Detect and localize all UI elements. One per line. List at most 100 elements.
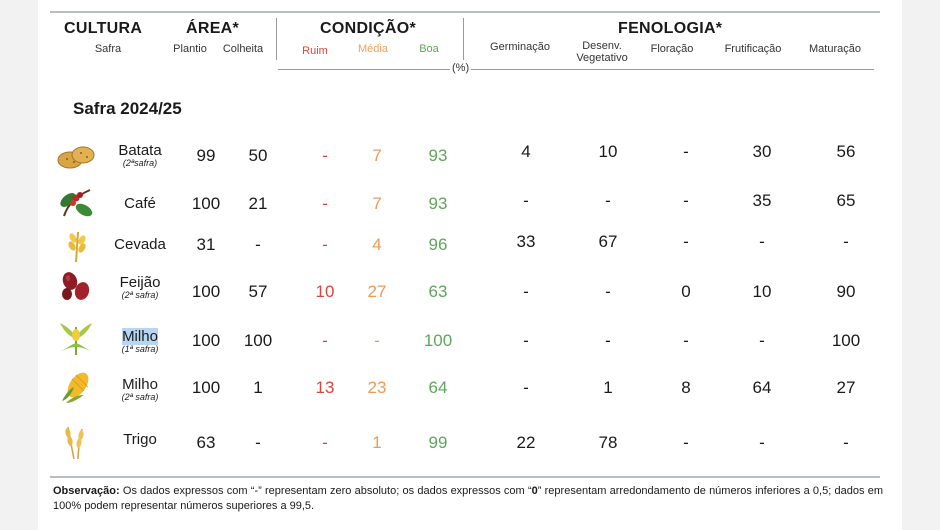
cell-maturacao: - — [843, 232, 849, 251]
cell-media: - — [374, 331, 380, 350]
cell-floracao: - — [683, 433, 689, 452]
cell-plantio: 100 — [191, 378, 221, 397]
header-fenologia: FENOLOGIA* — [618, 20, 723, 37]
crop-note: (2ªsafra) — [122, 158, 158, 168]
cell-frutificacao: 30 — [752, 142, 772, 161]
cell-maturacao: 27 — [836, 378, 856, 397]
sub-desenv-line2: Vegetativo — [576, 52, 628, 64]
crop-name: Trigo — [98, 432, 182, 447]
cell-colheita: 1 — [253, 378, 263, 397]
crop-label: Trigo — [123, 431, 157, 448]
sub-boa: Boa — [419, 43, 439, 55]
sub-colheita: Colheita — [222, 43, 264, 55]
cell-ruim: 13 — [315, 378, 335, 397]
cell-boa: 100 — [423, 331, 453, 350]
crop-label: Milho — [122, 376, 158, 393]
sub-frutificacao: Frutificação — [724, 43, 782, 55]
observation-label: Observação: — [53, 485, 120, 497]
observation-text-a: Os dados expressos com “-” representam z… — [119, 485, 532, 497]
cell-floracao: - — [683, 142, 689, 161]
coffee-branch-icon — [60, 189, 93, 217]
cell-plantio: 63 — [196, 433, 216, 452]
sub-desenv: Desenv. Vegetativo — [566, 40, 638, 64]
header-cultura: CULTURA — [64, 20, 143, 37]
sub-desenv-line1: Desenv. — [582, 40, 622, 52]
cell-media: 1 — [372, 433, 382, 452]
wheat-icon — [65, 426, 84, 459]
table-row-cevada: Cevada 31 - - 4 96 33 67 - - - — [38, 225, 902, 265]
cell-desenv: - — [605, 331, 611, 350]
sub-plantio: Plantio — [173, 43, 207, 55]
cell-boa: 93 — [428, 146, 448, 165]
potato-icon — [57, 146, 95, 169]
crop-note: (2ª safra) — [121, 392, 159, 402]
corn-plant-icon — [58, 323, 94, 355]
cell-ruim: - — [322, 433, 328, 452]
cell-maturacao: 65 — [836, 191, 856, 210]
observation-note: Observação: Os dados expressos com “-” r… — [53, 484, 883, 514]
table-row-batata: Batata (2ªsafra) 99 50 - 7 93 4 10 - 30 … — [38, 136, 902, 176]
sub-maturacao: Maturação — [809, 43, 861, 55]
cell-floracao: - — [683, 191, 689, 210]
cell-ruim: - — [322, 146, 328, 165]
cell-plantio: 100 — [191, 282, 221, 301]
cell-media: 23 — [367, 378, 387, 397]
cell-germinacao: - — [523, 378, 529, 397]
cell-colheita: 21 — [248, 194, 268, 213]
crop-name: Milho (2ª safra) — [98, 377, 182, 402]
cell-frutificacao: - — [759, 232, 765, 251]
crop-note: (2ª safra) — [121, 290, 159, 300]
cell-plantio: 100 — [191, 331, 221, 350]
cell-desenv: 78 — [598, 433, 618, 452]
unit-rule — [278, 69, 874, 70]
crop-note: (1ª safra) — [121, 344, 159, 354]
cell-colheita: - — [255, 433, 261, 452]
cell-boa: 93 — [428, 194, 448, 213]
cell-floracao: - — [683, 232, 689, 251]
cell-frutificacao: - — [759, 433, 765, 452]
cell-maturacao: 100 — [831, 331, 861, 350]
cell-media: 7 — [372, 194, 382, 213]
observation-zero: 0 — [531, 485, 538, 497]
cell-germinacao: 33 — [516, 232, 536, 251]
cell-media: 7 — [372, 146, 382, 165]
cell-desenv: 10 — [598, 142, 618, 161]
cell-colheita: 100 — [243, 331, 273, 350]
cell-ruim: - — [322, 331, 328, 350]
cell-boa: 99 — [428, 433, 448, 452]
header-area: ÁREA* — [186, 20, 240, 37]
cell-desenv: - — [605, 191, 611, 210]
cell-frutificacao: 35 — [752, 191, 772, 210]
crop-label: Café — [124, 195, 156, 212]
sub-ruim: Ruim — [302, 45, 328, 57]
cell-germinacao: 22 — [516, 433, 536, 452]
cell-floracao: 0 — [681, 282, 691, 301]
cell-ruim: - — [322, 235, 328, 254]
crop-name: Batata (2ªsafra) — [98, 143, 182, 168]
cell-colheita: - — [255, 235, 261, 254]
unit-percent: (%) — [450, 62, 472, 74]
cell-boa: 63 — [428, 282, 448, 301]
cell-maturacao: - — [843, 433, 849, 452]
corn-cob-icon — [62, 372, 89, 403]
cell-frutificacao: - — [759, 331, 765, 350]
cell-frutificacao: 10 — [752, 282, 772, 301]
report-page: CULTURA ÁREA* CONDIÇÃO* FENOLOGIA* Safra… — [38, 0, 902, 530]
cell-germinacao: - — [523, 282, 529, 301]
cell-frutificacao: 64 — [752, 378, 772, 397]
cell-plantio: 100 — [191, 194, 221, 213]
sub-germinacao: Germinação — [490, 41, 550, 53]
cell-ruim: - — [322, 194, 328, 213]
crop-label: Batata — [118, 142, 162, 159]
cell-desenv: - — [605, 282, 611, 301]
header-condicao: CONDIÇÃO* — [320, 20, 417, 37]
cell-colheita: 57 — [248, 282, 268, 301]
crop-name: Café — [98, 196, 182, 211]
cell-germinacao: - — [523, 331, 529, 350]
cell-plantio: 99 — [196, 146, 216, 165]
separator-area-condicao — [276, 18, 277, 60]
crop-label: Cevada — [114, 236, 166, 253]
cell-desenv: 1 — [603, 378, 613, 397]
cell-colheita: 50 — [248, 146, 268, 165]
barley-icon — [68, 231, 86, 262]
